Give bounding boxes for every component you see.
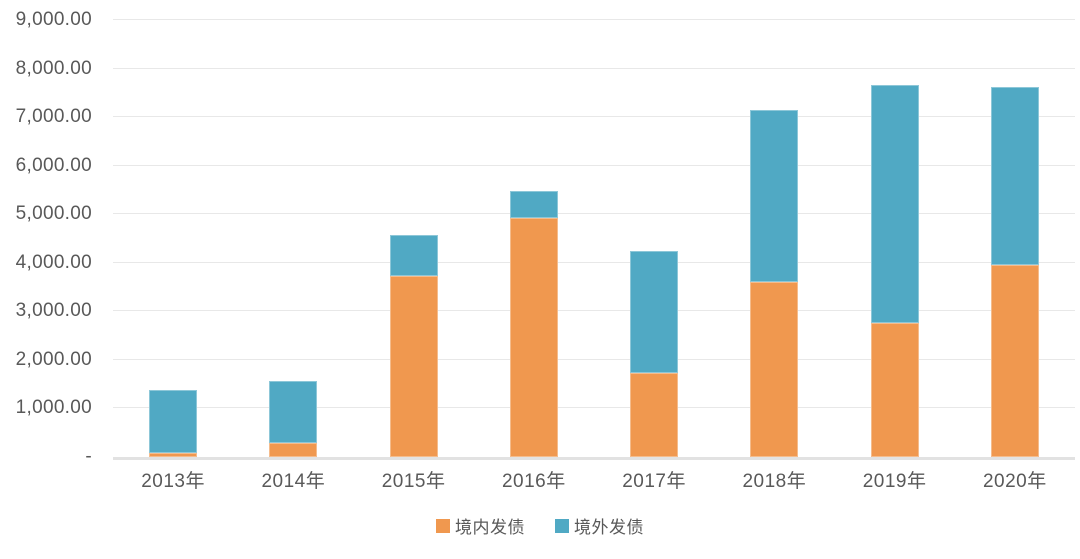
bar-segment — [630, 250, 679, 373]
bar-segment — [630, 373, 679, 457]
y-tick-label: - — [85, 446, 92, 467]
legend-swatch-overseas — [555, 518, 569, 533]
x-tick-label: 2020年 — [982, 471, 1047, 492]
gridline — [113, 407, 1075, 409]
bar-segment — [870, 85, 919, 324]
bar-stack — [750, 20, 799, 457]
legend-label-overseas: 境外发债 — [574, 518, 644, 537]
y-tick-label: 8,000.00 — [15, 57, 92, 79]
y-tick-label: 5,000.00 — [15, 203, 92, 225]
bar-segment — [269, 443, 318, 457]
x-axis-tick-labels: 2013年 2014年 2015年 2016年 2017年 2018年 2019年 2020年 — [113, 466, 1075, 493]
bar-stack — [269, 20, 318, 457]
bar-column — [835, 20, 955, 457]
bar-column — [474, 20, 594, 457]
gridline — [113, 19, 1075, 20]
y-tick-label: 6,000.00 — [15, 154, 92, 176]
bar-segment — [149, 390, 198, 454]
x-tick-label: 2014年 — [261, 471, 326, 492]
y-tick-label: 3,000.00 — [15, 300, 92, 322]
bar-segment — [750, 282, 799, 457]
y-tick-label: 7,000.00 — [15, 106, 92, 128]
gridline — [113, 67, 1075, 69]
bar-segment — [509, 218, 558, 457]
bar-segment — [990, 86, 1039, 266]
bars-row — [113, 20, 1075, 457]
bar-stack — [389, 20, 438, 457]
bar-column — [113, 20, 233, 457]
bar-stack — [149, 20, 198, 457]
bar-segment — [870, 323, 919, 457]
bar-column — [714, 20, 834, 457]
x-tick-label: 2017年 — [622, 471, 687, 492]
x-tick-label: 2013年 — [141, 471, 206, 492]
legend: 境内发债 境外发债 — [0, 513, 1080, 538]
bar-segment — [269, 381, 318, 444]
bar-segment — [389, 234, 438, 277]
bar-segment — [389, 276, 438, 457]
y-tick-label: 1,000.00 — [15, 397, 92, 419]
legend-item-domestic: 境内发债 — [436, 513, 525, 538]
legend-item-overseas: 境外发债 — [555, 513, 644, 538]
bar-stack — [870, 20, 919, 457]
x-tick-label: 2019年 — [862, 471, 927, 492]
bar-column — [354, 20, 474, 457]
legend-label-domestic: 境内发债 — [455, 518, 525, 537]
bar-segment — [509, 190, 558, 219]
x-tick-label: 2015年 — [381, 471, 446, 492]
bar-column — [955, 20, 1075, 457]
x-tick-label: 2018年 — [742, 471, 807, 492]
gridline — [113, 164, 1075, 166]
y-axis-tick-labels: - 1,000.00 2,000.00 3,000.00 4,000.00 5,000.0… — [0, 0, 92, 559]
bar-segment — [149, 453, 198, 457]
gridline — [113, 116, 1075, 118]
bar-segment — [990, 265, 1039, 457]
bar-stack — [630, 20, 679, 457]
bar-column — [594, 20, 714, 457]
bar-stack — [990, 20, 1039, 457]
plot-area — [113, 19, 1075, 460]
y-tick-label: 2,000.00 — [15, 348, 92, 370]
legend-swatch-domestic — [436, 518, 450, 533]
bar-segment — [750, 109, 799, 283]
gridline — [113, 213, 1075, 215]
gridline — [113, 310, 1075, 312]
y-tick-label: 9,000.00 — [15, 9, 92, 30]
gridline — [113, 261, 1075, 263]
y-tick-label: 4,000.00 — [15, 251, 92, 273]
bar-stack — [509, 20, 558, 457]
x-tick-label: 2016年 — [501, 471, 566, 492]
bar-column — [233, 20, 353, 457]
gridline — [113, 358, 1075, 360]
